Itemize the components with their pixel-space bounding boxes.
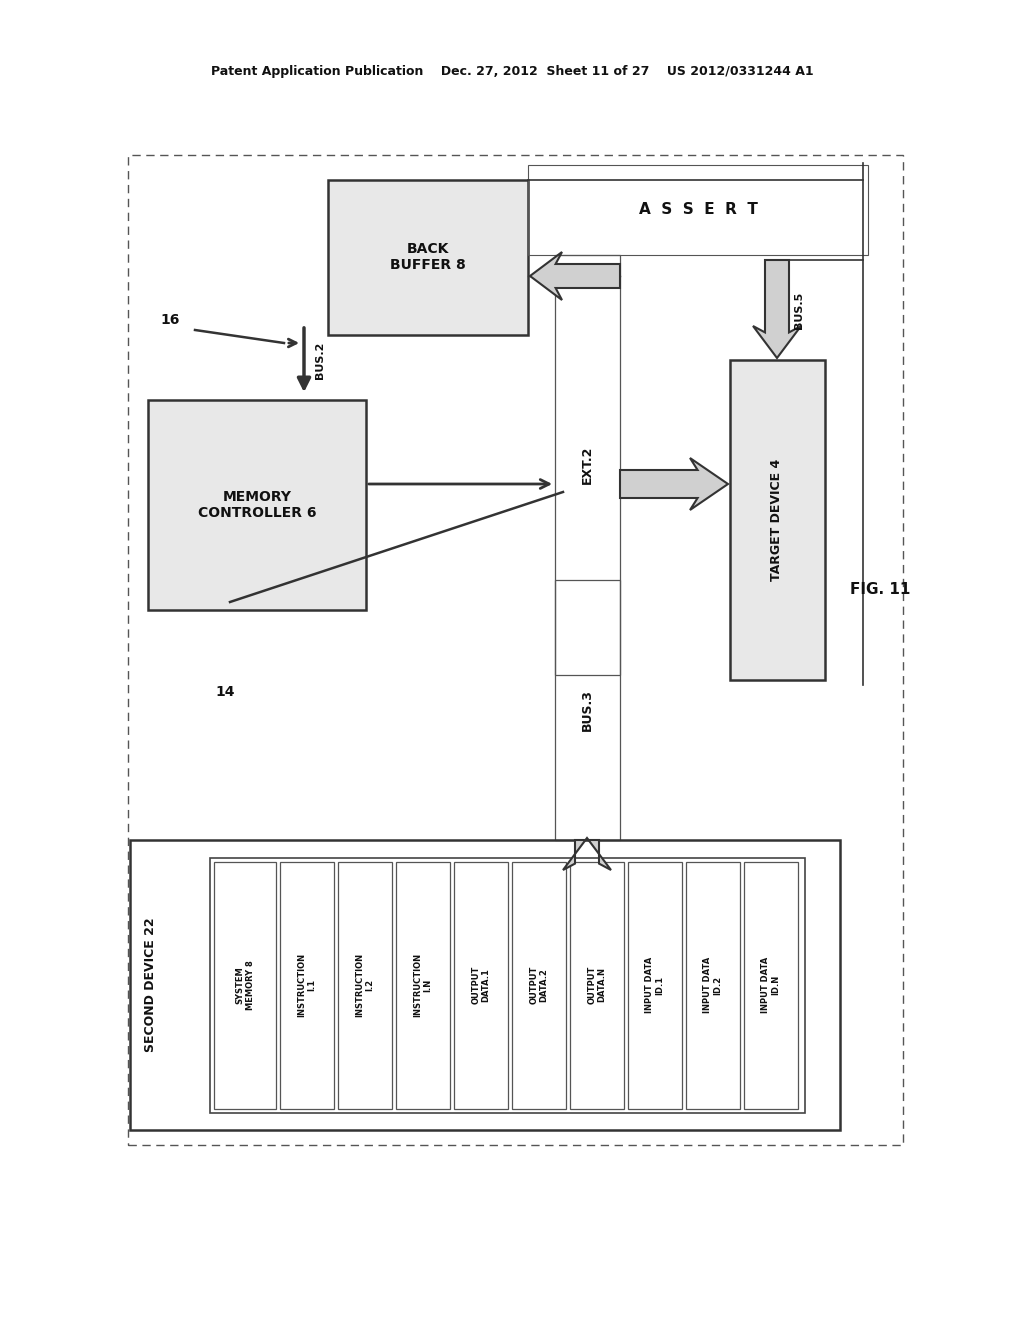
FancyArrow shape [620, 458, 728, 510]
Bar [280, 862, 334, 1109]
Bar [686, 862, 740, 1109]
Text: 14: 14 [215, 685, 234, 700]
Text: EXT.2: EXT.2 [581, 446, 594, 484]
Bar [512, 862, 566, 1109]
Text: INSTRUCTION
I.1: INSTRUCTION I.1 [297, 953, 316, 1018]
Text: INSTRUCTION
I.N: INSTRUCTION I.N [414, 953, 433, 1018]
Text: 16: 16 [161, 313, 180, 327]
Text: INPUT DATA
ID.1: INPUT DATA ID.1 [645, 957, 665, 1014]
Bar [730, 360, 825, 680]
Bar [570, 862, 624, 1109]
Bar [130, 840, 840, 1130]
Bar [328, 180, 528, 335]
Text: BUS.3: BUS.3 [581, 689, 594, 731]
Bar [628, 862, 682, 1109]
Text: FIG. 11: FIG. 11 [850, 582, 910, 598]
Text: OUTPUT
DATA.2: OUTPUT DATA.2 [529, 966, 549, 1005]
Text: INPUT DATA
ID.N: INPUT DATA ID.N [761, 957, 780, 1014]
Text: BUS.5: BUS.5 [794, 292, 804, 329]
Text: BUS.2: BUS.2 [315, 342, 325, 379]
Text: A  S  S  E  R  T: A S S E R T [639, 202, 758, 218]
Bar [555, 255, 620, 675]
Bar [338, 862, 392, 1109]
Text: MEMORY
CONTROLLER 6: MEMORY CONTROLLER 6 [198, 490, 316, 520]
Bar [528, 165, 868, 255]
Text: INPUT DATA
ID.2: INPUT DATA ID.2 [703, 957, 723, 1014]
Text: OUTPUT
DATA.N: OUTPUT DATA.N [588, 966, 606, 1005]
Text: Patent Application Publication    Dec. 27, 2012  Sheet 11 of 27    US 2012/03312: Patent Application Publication Dec. 27, … [211, 66, 813, 78]
FancyArrow shape [563, 838, 611, 870]
Text: SECOND DEVICE 22: SECOND DEVICE 22 [143, 917, 157, 1052]
FancyArrow shape [753, 260, 801, 358]
Text: OUTPUT
DATA.1: OUTPUT DATA.1 [471, 966, 490, 1005]
Text: BACK
BUFFER 8: BACK BUFFER 8 [390, 242, 466, 272]
FancyArrow shape [530, 252, 620, 300]
Bar [744, 862, 798, 1109]
Bar [128, 154, 903, 1144]
Text: TARGET DEVICE 4: TARGET DEVICE 4 [770, 459, 783, 581]
Text: SYSTEM
MEMORY 8: SYSTEM MEMORY 8 [236, 960, 255, 1010]
Text: INSTRUCTION
I.2: INSTRUCTION I.2 [355, 953, 375, 1018]
Bar [454, 862, 508, 1109]
Bar [210, 858, 805, 1113]
Bar [148, 400, 366, 610]
Bar [555, 579, 620, 840]
Bar [214, 862, 276, 1109]
Bar [396, 862, 450, 1109]
